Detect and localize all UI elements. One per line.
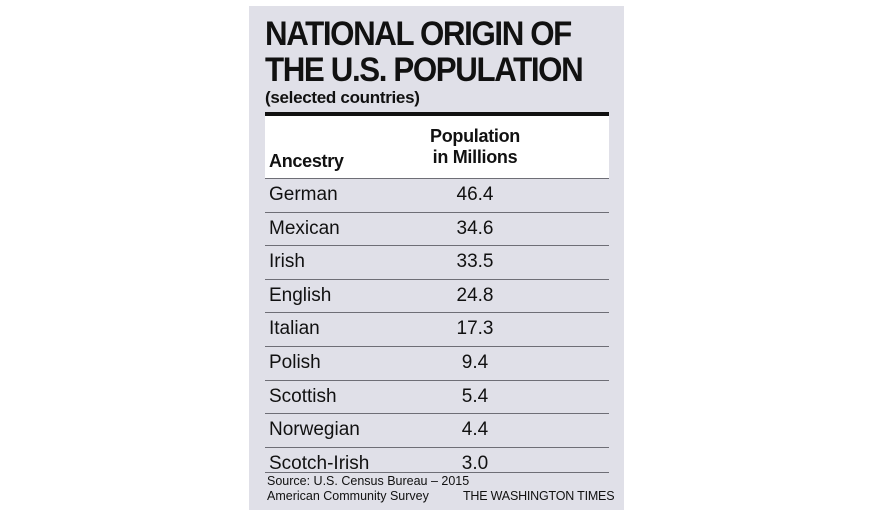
population-cell: 17.3 <box>456 318 494 340</box>
column-header-population: Population in Millions <box>415 126 535 168</box>
ancestry-cell: English <box>269 284 332 306</box>
column-header-population-line-1: Population <box>430 126 520 146</box>
ancestry-cell: Irish <box>269 251 305 273</box>
population-cell: 24.8 <box>456 284 494 306</box>
table-row: German 46.4 <box>265 178 609 212</box>
table-row: Scotch-Irish 3.0 <box>265 446 609 481</box>
table-row: Scottish 5.4 <box>265 379 609 414</box>
ancestry-cell: Mexican <box>269 217 340 239</box>
footer-rule <box>265 472 609 473</box>
title-line-2: THE U.S. POPULATION <box>265 51 584 89</box>
column-header-ancestry: Ancestry <box>269 151 344 171</box>
table-row: Irish 33.5 <box>265 245 609 279</box>
table-row: Mexican 34.6 <box>265 211 609 246</box>
table-row: English 24.8 <box>265 278 609 313</box>
ancestry-cell: Norwegian <box>269 419 360 441</box>
chart-subtitle: (selected countries) <box>265 88 420 107</box>
ancestry-cell: Italian <box>269 318 320 340</box>
population-cell: 3.0 <box>461 452 489 474</box>
title-line-1: NATIONAL ORIGIN OF <box>265 15 572 53</box>
source-line-2: American Community Survey <box>267 489 429 503</box>
chart-title: NATIONAL ORIGIN OF THE U.S. POPULATION <box>265 16 587 88</box>
ancestry-cell: Scottish <box>269 385 337 407</box>
table-body: German 46.4 Mexican 34.6 Irish 33.5 English 24.… <box>265 178 609 480</box>
ancestry-cell: Scotch-Irish <box>269 452 370 474</box>
population-cell: 46.4 <box>456 184 494 205</box>
source-line-1: Source: U.S. Census Bureau – 2015 <box>267 474 470 488</box>
population-cell: 4.4 <box>461 419 489 441</box>
population-cell: 34.6 <box>456 217 494 239</box>
header-rule <box>265 112 609 116</box>
column-header-population-line-2: in Millions <box>432 147 518 167</box>
population-cell: 9.4 <box>461 351 489 373</box>
publisher-credit: THE WASHINGTON TIMES <box>463 489 615 503</box>
ancestry-cell: Polish <box>269 351 321 373</box>
ancestry-cell: German <box>269 184 338 205</box>
table-row: Polish 9.4 <box>265 345 609 380</box>
infographic-card: NATIONAL ORIGIN OF THE U.S. POPULATION (… <box>249 6 624 510</box>
table-header: Ancestry Population in Millions <box>265 116 609 178</box>
table-row: Norwegian 4.4 <box>265 413 609 447</box>
population-cell: 33.5 <box>456 251 494 273</box>
population-cell: 5.4 <box>461 385 489 407</box>
source-note: Source: U.S. Census Bureau – 2015 Americ… <box>267 474 469 504</box>
table-row: Italian 17.3 <box>265 312 609 346</box>
